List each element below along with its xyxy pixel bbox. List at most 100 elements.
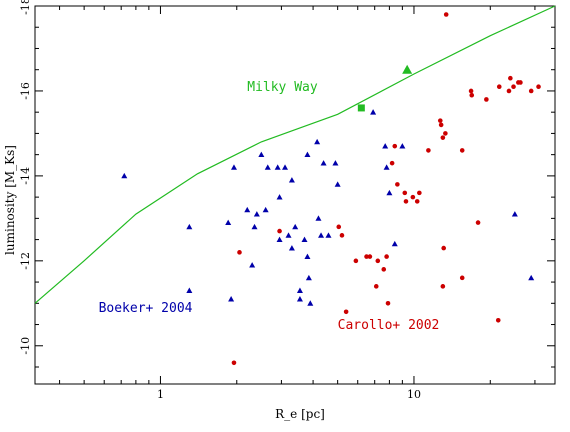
boeker-point [391, 240, 398, 247]
carollo-point [536, 84, 541, 89]
carollo-point [402, 190, 408, 196]
carollo-point [364, 254, 369, 259]
carollo-point [426, 148, 431, 153]
carollo-point [339, 233, 345, 238]
boeker-point [186, 287, 193, 293]
y-tick-label: -10 [19, 337, 32, 355]
carollo-point [336, 224, 342, 230]
boeker-point [251, 223, 258, 230]
carollo-point [367, 254, 373, 259]
carollo-point [496, 84, 502, 89]
carollo-point [441, 245, 446, 251]
carollo-point [468, 88, 474, 94]
milky-way-curve [34, 5, 556, 304]
carollo-point [395, 182, 400, 187]
carollo-point [392, 143, 398, 149]
carollo-point [440, 284, 446, 289]
boeker-point [511, 211, 518, 217]
series-annotation: Milky Way [247, 80, 318, 95]
carollo-point [277, 228, 282, 234]
boeker-point [230, 164, 237, 170]
carollo-point [438, 122, 444, 128]
carollo-point [440, 135, 446, 140]
x-tick-label: 10 [407, 388, 421, 401]
y-tick-label: -18 [19, 0, 32, 15]
carollo-point [459, 275, 465, 281]
series-annotation: Boeker+ 2004 [99, 301, 193, 316]
boeker-point [382, 143, 389, 149]
carollo-point [375, 258, 381, 264]
carollo-point [506, 88, 512, 94]
boeker-point [307, 300, 314, 306]
carollo-point [343, 309, 349, 315]
milky-way-square-point [357, 104, 365, 112]
carollo-point [459, 148, 465, 153]
boeker-point [249, 262, 256, 268]
milky-way-triangle-point [402, 64, 413, 74]
boeker-point [315, 215, 322, 221]
y-tick-label: -14 [19, 167, 32, 185]
boeker-point [285, 232, 292, 238]
boeker-point [325, 232, 332, 238]
series-annotation: Carollo+ 2002 [338, 318, 440, 333]
boeker-point [274, 164, 281, 170]
carollo-point [495, 317, 501, 323]
carollo-point [373, 284, 379, 289]
x-axis-label: R_e [pc] [275, 407, 325, 421]
boeker-point [296, 287, 303, 293]
boeker-point [304, 253, 311, 259]
carollo-point [475, 220, 481, 225]
boeker-point [386, 189, 393, 196]
carollo-point [511, 84, 516, 89]
boeker-point [288, 177, 295, 183]
boeker-point [334, 181, 341, 187]
carollo-point [443, 131, 448, 136]
boeker-point [262, 206, 269, 213]
boeker-point [276, 194, 283, 200]
carollo-point [384, 254, 389, 259]
boeker-point [528, 274, 535, 281]
boeker-point [186, 223, 193, 230]
boeker-point [383, 164, 390, 170]
boeker-point [318, 232, 325, 238]
axes-layer: 1 10 -10 -12 -14 -16 -18 [19, 0, 555, 401]
boeker-point [288, 245, 295, 251]
carollo-point [389, 160, 395, 166]
carollo-point [437, 118, 443, 123]
boeker-point [304, 151, 311, 158]
boeker-point [314, 138, 321, 145]
boeker-point [332, 160, 339, 166]
carollo-point [385, 301, 391, 306]
boeker-point [228, 296, 235, 302]
boeker-point [121, 172, 128, 179]
y-axis-label: luminosity [M_Ks] [3, 145, 17, 255]
boeker-point [301, 236, 308, 242]
line-layer [34, 5, 556, 304]
boeker-point [292, 223, 299, 230]
annotation-layer: Milky Way Boeker+ 2004 Carollo+ 2002 [99, 80, 440, 333]
y-tick-label: -16 [19, 82, 32, 100]
plot-frame [34, 5, 556, 385]
boeker-point [399, 143, 406, 149]
carollo-point [484, 97, 489, 102]
boeker-point [320, 160, 327, 166]
carollo-point [414, 199, 420, 204]
boeker-point [225, 219, 232, 226]
boeker-point [296, 296, 303, 302]
boeker-point [244, 206, 251, 213]
boeker-point [370, 109, 377, 115]
carollo-point [508, 75, 513, 81]
marker-layer [121, 12, 541, 366]
x-tick-label: 1 [157, 388, 164, 401]
carollo-point [518, 80, 523, 85]
carollo-point [528, 88, 534, 94]
boeker-point [305, 274, 312, 281]
carollo-point [469, 92, 475, 98]
carollo-point [443, 12, 449, 17]
carollo-point [410, 194, 416, 200]
carollo-point [417, 190, 422, 196]
boeker-point [276, 236, 283, 242]
boeker-point [282, 164, 289, 170]
boeker-point [253, 211, 260, 217]
